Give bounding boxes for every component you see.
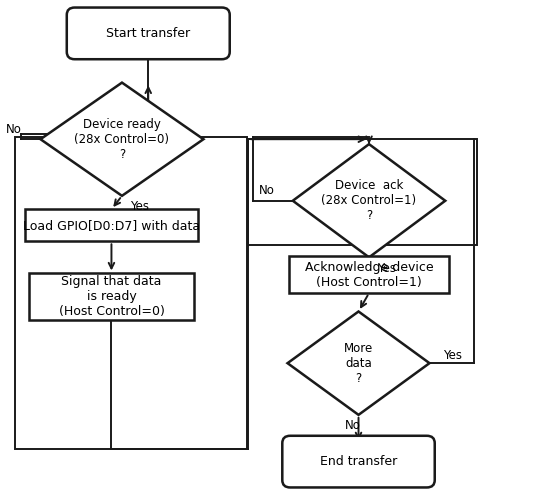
Text: No: No: [345, 419, 361, 432]
Text: Yes: Yes: [130, 200, 149, 213]
Text: Device  ack
(28x Control=1)
?: Device ack (28x Control=1) ?: [322, 179, 416, 222]
Text: Yes: Yes: [377, 262, 396, 275]
Polygon shape: [287, 311, 429, 415]
Bar: [25, 209, 198, 242]
Text: More
data
?: More data ?: [344, 342, 373, 385]
Bar: [289, 256, 449, 293]
Text: Yes: Yes: [443, 349, 461, 362]
Text: No: No: [258, 185, 274, 198]
Polygon shape: [41, 83, 204, 196]
Text: End transfer: End transfer: [320, 455, 397, 468]
Text: Load GPIO[D0:D7] with data: Load GPIO[D0:D7] with data: [23, 219, 200, 232]
FancyBboxPatch shape: [67, 7, 230, 59]
Text: Signal that data
is ready
(Host Control=0): Signal that data is ready (Host Control=…: [58, 275, 165, 318]
Text: No: No: [6, 123, 22, 136]
Bar: [248, 139, 477, 245]
Text: Device ready
(28x Control=0)
?: Device ready (28x Control=0) ?: [75, 118, 169, 161]
FancyBboxPatch shape: [282, 436, 435, 488]
Text: Acknowledge device
(Host Control=1): Acknowledge device (Host Control=1): [304, 260, 433, 289]
Text: Start transfer: Start transfer: [106, 27, 190, 40]
Bar: [15, 137, 247, 449]
Bar: [28, 273, 194, 320]
Polygon shape: [293, 144, 445, 257]
